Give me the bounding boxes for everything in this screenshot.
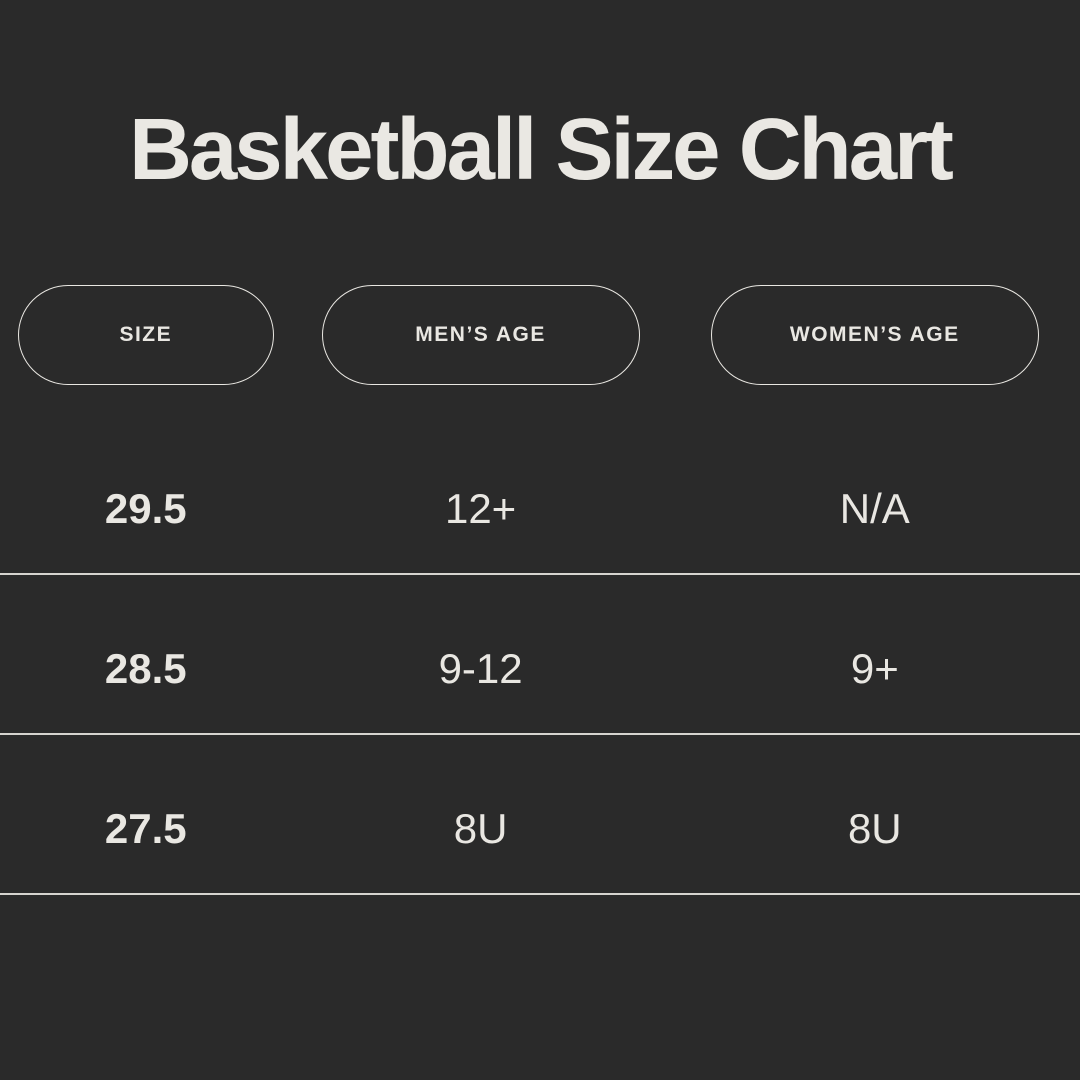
- mens-age-header-label: MEN’S AGE: [415, 323, 546, 346]
- header-cell-womens-age: WOMEN’S AGE: [670, 283, 1080, 387]
- header-cell-mens-age: MEN’S AGE: [292, 283, 670, 387]
- mens-age-value: 12+: [444, 485, 517, 532]
- size-header-pill: SIZE: [17, 285, 274, 385]
- size-header-label: SIZE: [119, 323, 173, 346]
- womens-age-value: N/A: [839, 485, 910, 532]
- womens-age-header-pill: WOMEN’S AGE: [710, 285, 1039, 385]
- table-row: 28.5 9-12 9+: [0, 575, 1080, 735]
- table-row: 29.5 12+ N/A: [0, 415, 1080, 575]
- page-title: Basketball Size Chart: [129, 101, 954, 198]
- size-value: 28.5: [104, 645, 187, 692]
- mens-age-value: 9-12: [438, 645, 523, 692]
- header-cell-size: SIZE: [0, 283, 292, 387]
- womens-age-value: 8U: [847, 805, 902, 852]
- size-value: 29.5: [104, 485, 187, 532]
- table-header-row: SIZE MEN’S AGE WOMEN’S AGE: [0, 283, 1080, 387]
- table-row: 27.5 8U 8U: [0, 735, 1080, 895]
- mens-age-value: 8U: [453, 805, 508, 852]
- table-body: 29.5 12+ N/A 28.5 9-12 9+ 27.5 8U 8U: [0, 415, 1080, 895]
- size-value: 27.5: [104, 805, 187, 852]
- mens-age-header-pill: MEN’S AGE: [321, 285, 640, 385]
- womens-age-header-label: WOMEN’S AGE: [789, 323, 960, 346]
- womens-age-value: 9+: [850, 645, 899, 692]
